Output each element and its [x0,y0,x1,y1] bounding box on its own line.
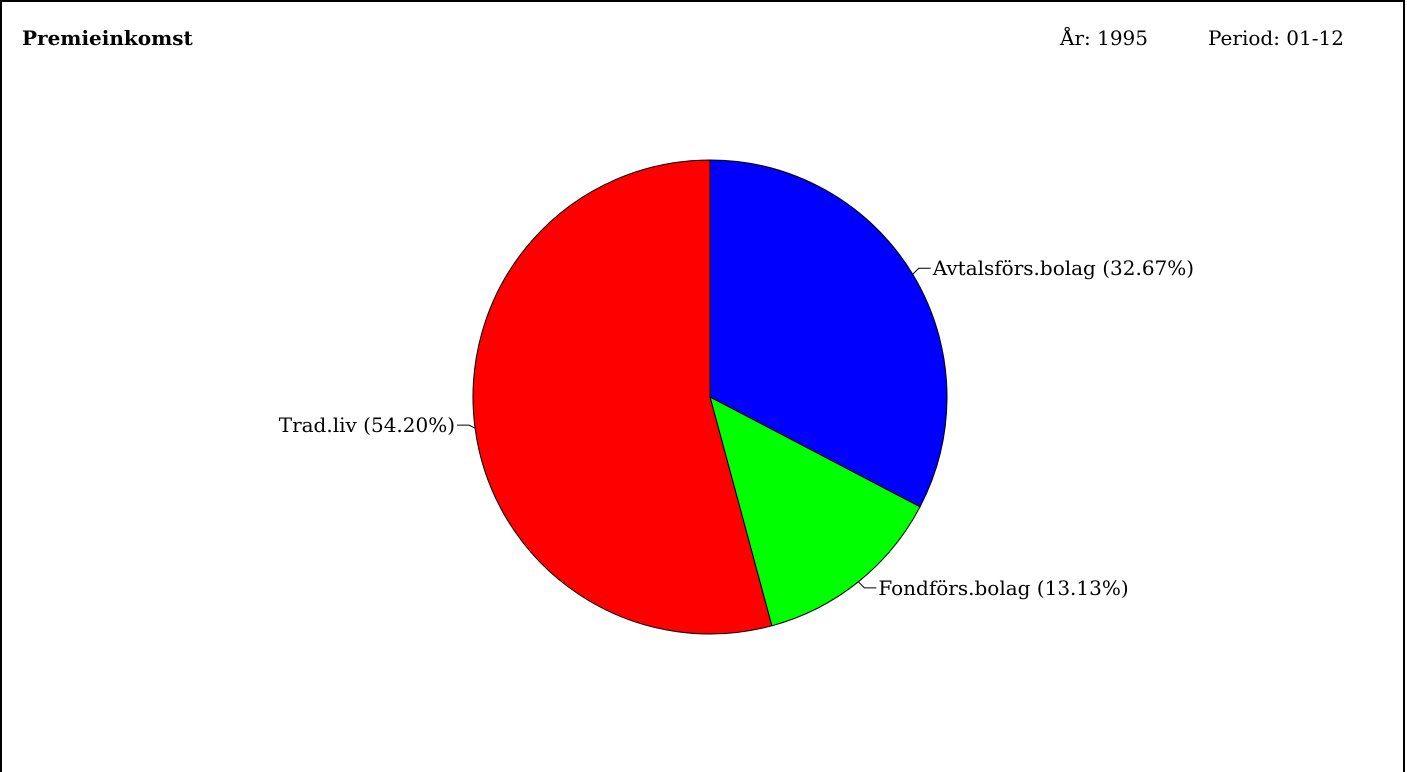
pie-slice-avtalsf-rs-bolag [709,159,948,508]
year-label: År: 1995 [1060,26,1148,50]
pie-slice-trad-liv [472,159,773,635]
pie-slice-fondf-rs-bolag [709,396,921,627]
leader-line [457,424,476,429]
slice-label: Fondförs.bolag (13.13%) [878,576,1128,600]
period-label: Period: 01-12 [1208,26,1344,50]
chart-title: Premieinkomst [22,26,193,50]
leader-line [858,581,877,589]
slice-label: Trad.liv (54.20%) [279,413,455,437]
slice-label: Avtalsförs.bolag (32.67%) [932,256,1194,280]
leader-line [912,267,931,275]
